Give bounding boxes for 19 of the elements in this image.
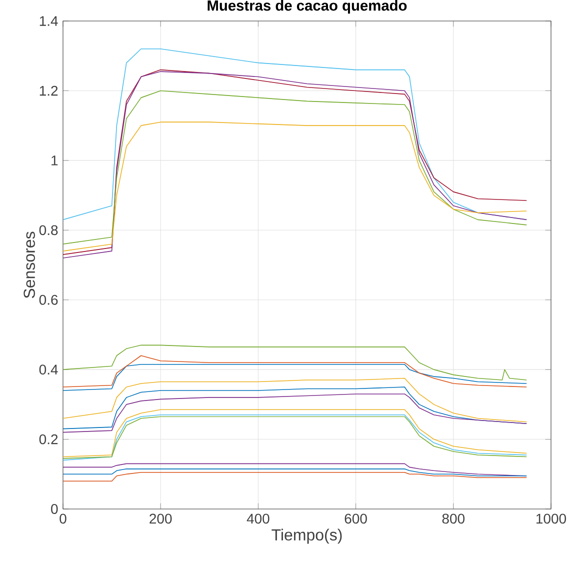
- chart-title: Muestras de cacao quemado: [208, 0, 407, 14]
- y-tick-label: 1: [52, 156, 58, 166]
- y-tick-label: 0: [51, 504, 58, 514]
- y-tick-label: 0.6: [39, 294, 58, 305]
- x-tick-label: 600: [344, 514, 367, 524]
- x-tick-label: 0: [60, 514, 66, 524]
- x-axis-title: Tiempo(s): [272, 528, 342, 544]
- x-tick-label: 800: [442, 514, 465, 524]
- y-axis-title: Sensores: [24, 232, 35, 298]
- x-tick-label: 400: [246, 514, 270, 524]
- x-tick-label: 200: [150, 514, 172, 524]
- line-series: [63, 394, 527, 433]
- y-tick-label: 1.2: [40, 86, 58, 96]
- y-tick-label: 0.2: [39, 434, 58, 444]
- x-tick-label: 1000: [536, 514, 566, 524]
- y-tick-label: 1.4: [40, 16, 58, 26]
- y-tick-label: 0.8: [39, 225, 58, 236]
- y-tick-label: 0.4: [39, 364, 58, 375]
- line-series: [63, 90, 527, 244]
